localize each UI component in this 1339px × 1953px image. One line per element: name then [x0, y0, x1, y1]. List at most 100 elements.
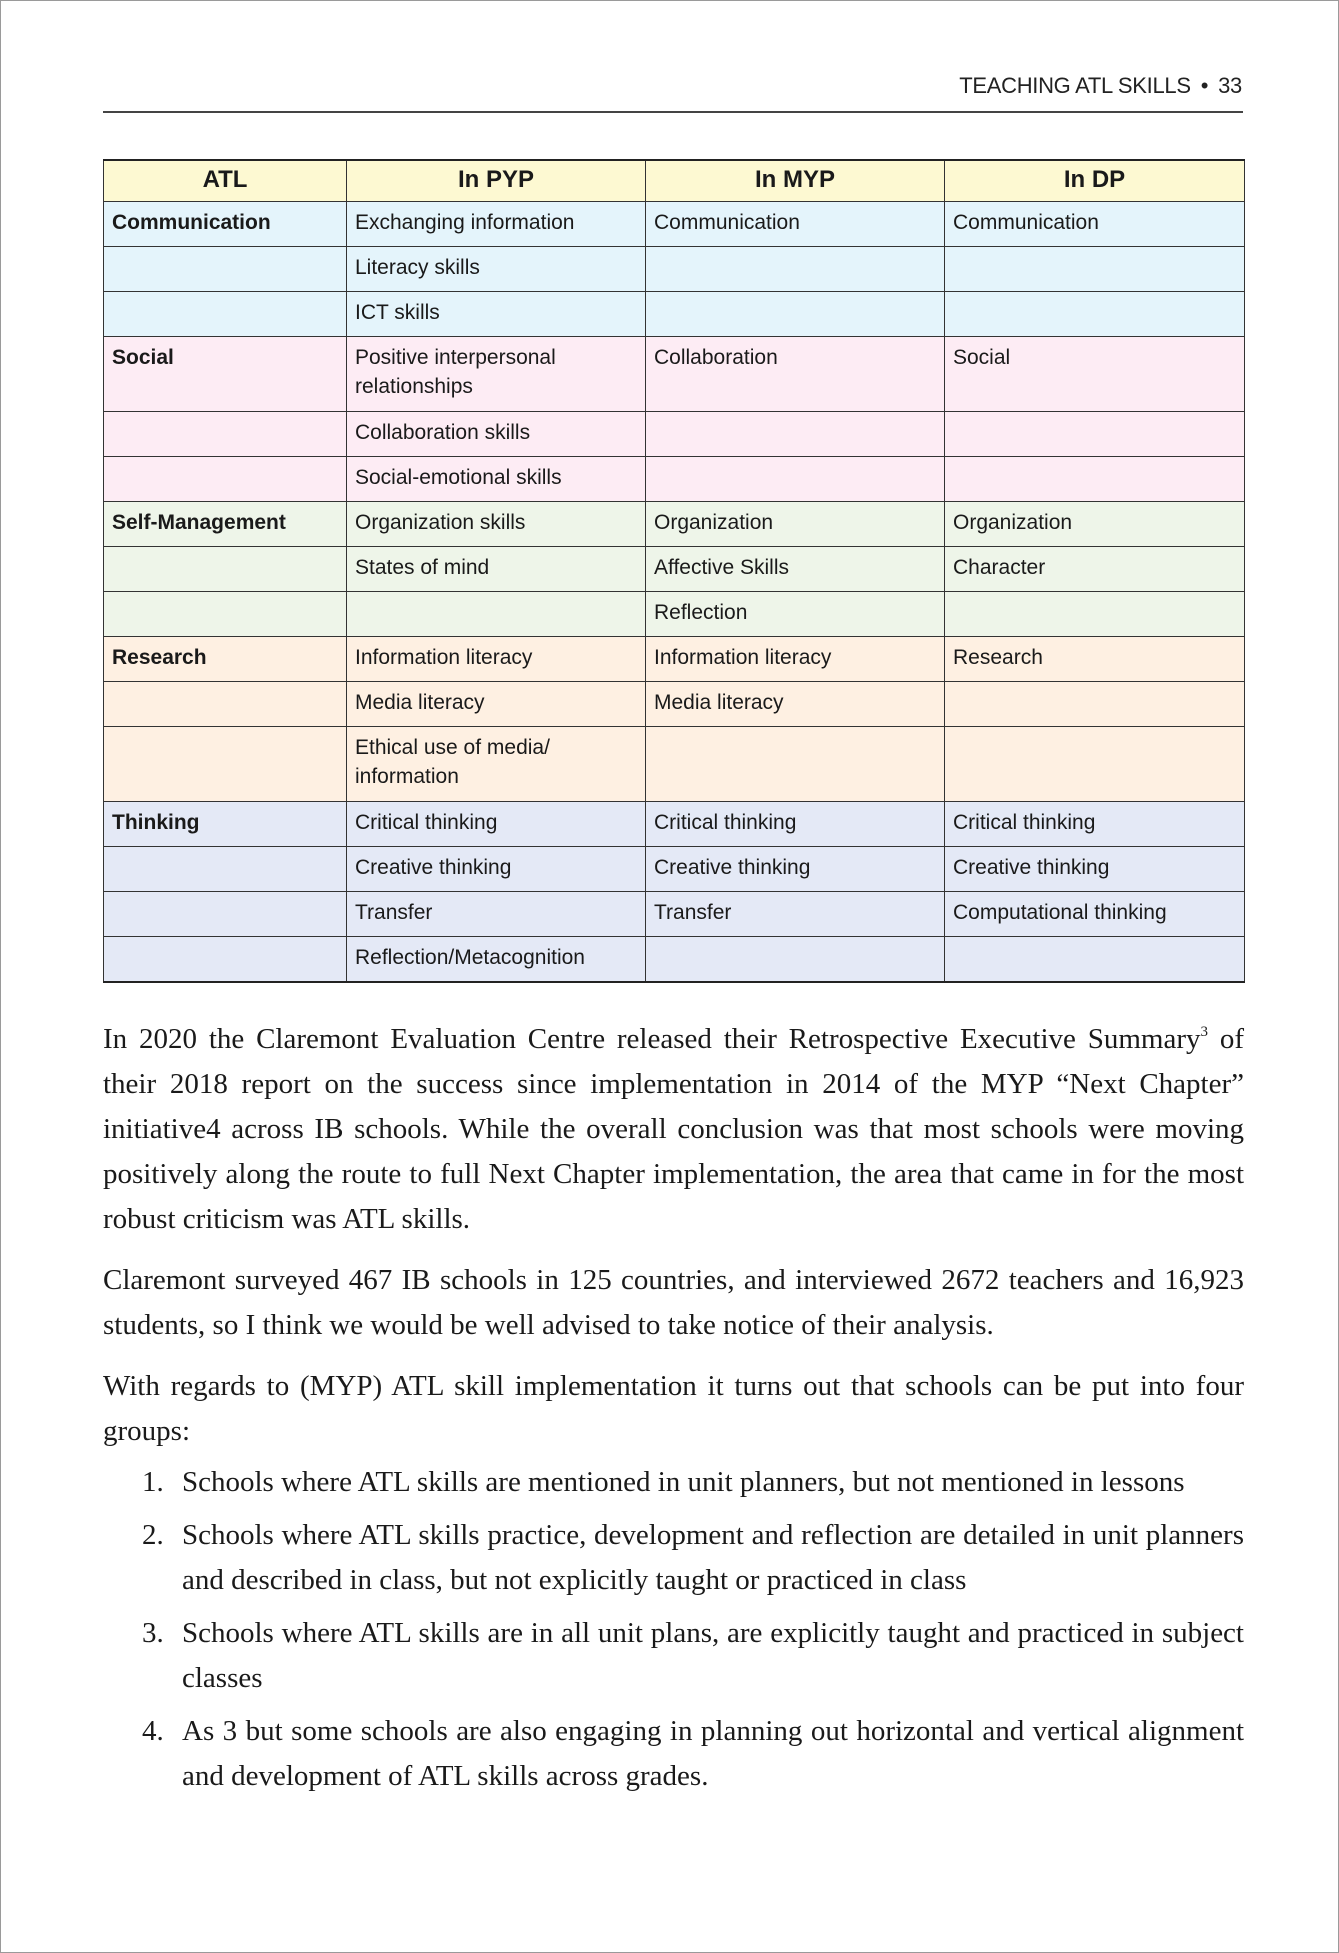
- running-head-title: TEACHING ATL SKILLS: [959, 73, 1191, 98]
- footnote-marker: 3: [1200, 1024, 1209, 1040]
- page-number: 33: [1218, 73, 1242, 98]
- myp-cell: [645, 291, 945, 337]
- column-header: In DP: [944, 159, 1245, 202]
- pyp-cell: Ethical use of media/ information: [346, 726, 646, 802]
- dp-cell: Communication: [944, 201, 1245, 247]
- dp-cell: [944, 291, 1245, 337]
- running-head: TEACHING ATL SKILLS • 33: [959, 73, 1242, 99]
- table-row: Thinking Critical thinking Critical thinki…: [103, 801, 1245, 847]
- dp-cell: Research: [944, 636, 1245, 682]
- column-header: In PYP: [346, 159, 646, 202]
- myp-cell: [645, 936, 945, 983]
- list-item: 3. Schools where ATL skills are in all un…: [103, 1611, 1244, 1701]
- table-row: Reflection: [103, 591, 1245, 637]
- pyp-cell: Collaboration skills: [346, 411, 646, 457]
- myp-cell: Critical thinking: [645, 801, 945, 847]
- pyp-cell: Media literacy: [346, 681, 646, 727]
- atl-category-cell: Social: [103, 336, 347, 412]
- table-row: Social-emotional skills: [103, 456, 1245, 502]
- atl-category-cell: [103, 936, 347, 983]
- list-number: 1.: [142, 1466, 164, 1498]
- myp-cell: Communication: [645, 201, 945, 247]
- table-row: Collaboration skills: [103, 411, 1245, 457]
- dp-cell: [944, 936, 1245, 983]
- table-row: States of mind Affective Skills Character: [103, 546, 1245, 592]
- table-row: Creative thinking Creative thinking Creati…: [103, 846, 1245, 892]
- atl-category-cell: [103, 456, 347, 502]
- table-row: Media literacy Media literacy: [103, 681, 1245, 727]
- atl-category-cell: [103, 891, 347, 937]
- pyp-cell: Critical thinking: [346, 801, 646, 847]
- pyp-cell: Positive interpersonal relationships: [346, 336, 646, 412]
- paragraph: With regards to (MYP) ATL skill implemen…: [103, 1370, 1244, 1447]
- separator-bullet: •: [1200, 73, 1209, 98]
- myp-cell: [645, 726, 945, 802]
- pyp-cell: Transfer: [346, 891, 646, 937]
- paragraph-text: of their 2018 report on the success sinc…: [103, 1023, 1244, 1235]
- list-item: 2. Schools where ATL skills practice, dev…: [103, 1513, 1244, 1603]
- pyp-cell: Social-emotional skills: [346, 456, 646, 502]
- pyp-cell: Reflection/Metacognition: [346, 936, 646, 983]
- numbered-list: 1. Schools where ATL skills are mentioned…: [103, 1460, 1244, 1799]
- dp-cell: [944, 456, 1245, 502]
- atl-category-cell: Communication: [103, 201, 347, 247]
- list-item-text: Schools where ATL skills practice, devel…: [182, 1519, 1244, 1596]
- dp-cell: Creative thinking: [944, 846, 1245, 892]
- atl-category-cell: [103, 411, 347, 457]
- paragraph: Claremont surveyed 467 IB schools in 125…: [103, 1264, 1244, 1341]
- dp-cell: [944, 726, 1245, 802]
- list-number: 2.: [142, 1519, 164, 1551]
- pyp-cell: Organization skills: [346, 501, 646, 547]
- myp-cell: [645, 246, 945, 292]
- myp-cell: Organization: [645, 501, 945, 547]
- dp-cell: Social: [944, 336, 1245, 412]
- dp-cell: [944, 246, 1245, 292]
- paragraph: In 2020 the Claremont Evaluation Centre …: [103, 1017, 1244, 1242]
- list-item: 4. As 3 but some schools are also engagin…: [103, 1709, 1244, 1799]
- atl-category-cell: [103, 846, 347, 892]
- pyp-cell: Literacy skills: [346, 246, 646, 292]
- pyp-cell: ICT skills: [346, 291, 646, 337]
- pyp-cell: States of mind: [346, 546, 646, 592]
- header-rule: [103, 111, 1243, 113]
- pyp-cell: Information literacy: [346, 636, 646, 682]
- list-number: 4.: [142, 1715, 164, 1747]
- dp-cell: [944, 411, 1245, 457]
- dp-cell: Critical thinking: [944, 801, 1245, 847]
- atl-category-cell: Research: [103, 636, 347, 682]
- myp-cell: Creative thinking: [645, 846, 945, 892]
- dp-cell: Organization: [944, 501, 1245, 547]
- dp-cell: [944, 681, 1245, 727]
- atl-category-cell: [103, 591, 347, 637]
- atl-category-cell: Self-Management: [103, 501, 347, 547]
- list-number: 3.: [142, 1617, 164, 1649]
- body-text: In 2020 the Claremont Evaluation Centre …: [103, 1017, 1244, 1807]
- myp-cell: [645, 456, 945, 502]
- pyp-cell: Creative thinking: [346, 846, 646, 892]
- atl-category-cell: [103, 726, 347, 802]
- table-row: Reflection/Metacognition: [103, 936, 1245, 983]
- table-row: Communication Exchanging information Commu…: [103, 201, 1245, 247]
- dp-cell: Computational thinking: [944, 891, 1245, 937]
- table-row: Literacy skills: [103, 246, 1245, 292]
- myp-cell: Transfer: [645, 891, 945, 937]
- atl-category-cell: Thinking: [103, 801, 347, 847]
- column-header: In MYP: [645, 159, 945, 202]
- table-row: Ethical use of media/ information: [103, 726, 1245, 802]
- column-header: ATL: [103, 159, 347, 202]
- table-row: Social Positive interpersonal relationshi…: [103, 336, 1245, 412]
- table-row: Self-Management Organization skills Organi…: [103, 501, 1245, 547]
- atl-comparison-table: ATL In PYP In MYP In DP Communication Exc…: [103, 159, 1245, 983]
- myp-cell: Reflection: [645, 591, 945, 637]
- atl-category-cell: [103, 291, 347, 337]
- pyp-cell: Exchanging information: [346, 201, 646, 247]
- pyp-cell: [346, 591, 646, 637]
- myp-cell: Collaboration: [645, 336, 945, 412]
- list-item-text: Schools where ATL skills are mentioned i…: [182, 1466, 1185, 1498]
- myp-cell: [645, 411, 945, 457]
- table-row: ICT skills: [103, 291, 1245, 337]
- atl-category-cell: [103, 246, 347, 292]
- dp-cell: [944, 591, 1245, 637]
- atl-category-cell: [103, 681, 347, 727]
